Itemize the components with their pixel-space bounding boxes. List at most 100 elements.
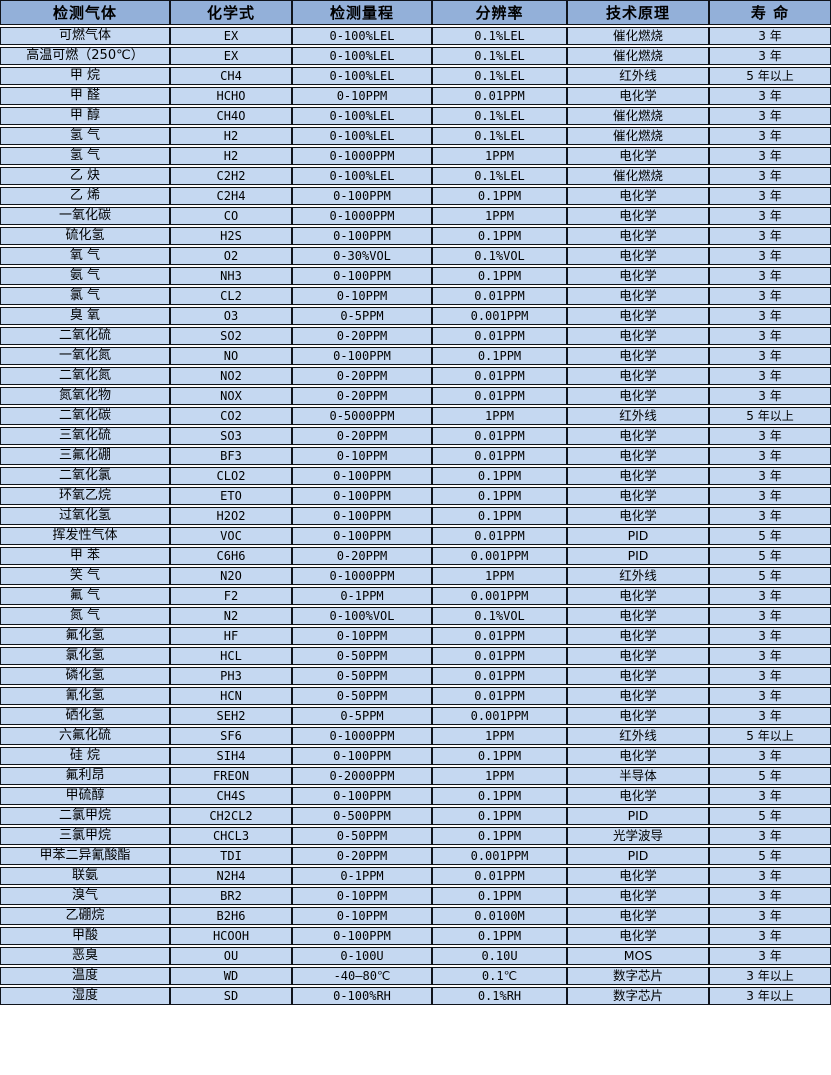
table-cell: CH4O: [170, 107, 292, 125]
table-cell: CHCL3: [170, 827, 292, 845]
table-row: 硅 烷 SIH4 0-100PPM 0.1PPM 电化学 3 年: [0, 747, 831, 765]
table-cell: 0.1PPM: [432, 787, 567, 805]
table-cell: 三氟化硼: [0, 447, 170, 465]
table-cell: 甲苯二异氰酸酯: [0, 847, 170, 865]
table-cell: 0-20PPM: [292, 387, 432, 405]
table-cell: 3 年: [709, 267, 831, 285]
table-cell: 3 年: [709, 207, 831, 225]
table-row: 氯 气 CL2 0-10PPM 0.01PPM 电化学 3 年: [0, 287, 831, 305]
table-cell: 电化学: [567, 367, 709, 385]
table-row: 二氧化硫 SO2 0-20PPM 0.01PPM 电化学 3 年: [0, 327, 831, 345]
table-cell: 5 年: [709, 847, 831, 865]
table-cell: 0-100PPM: [292, 467, 432, 485]
table-row: 甲酸 HCOOH 0-100PPM 0.1PPM 电化学 3 年: [0, 927, 831, 945]
table-cell: PID: [567, 547, 709, 565]
table-cell: 0.01PPM: [432, 387, 567, 405]
table-cell: 3 年: [709, 747, 831, 765]
table-cell: 3 年: [709, 147, 831, 165]
table-row: 二氯甲烷 CH2CL2 0-500PPM 0.1PPM PID 5 年: [0, 807, 831, 825]
table-cell: 氯 气: [0, 287, 170, 305]
table-cell: 甲酸: [0, 927, 170, 945]
table-row: 磷化氢 PH3 0-50PPM 0.01PPM 电化学 3 年: [0, 667, 831, 685]
table-cell: 挥发性气体: [0, 527, 170, 545]
table-cell: OU: [170, 947, 292, 965]
table-cell: 0-50PPM: [292, 647, 432, 665]
table-cell: 电化学: [567, 307, 709, 325]
table-cell: 红外线: [567, 567, 709, 585]
table-cell: 0.01PPM: [432, 367, 567, 385]
table-cell: 三氯甲烷: [0, 827, 170, 845]
table-cell: 0.01PPM: [432, 647, 567, 665]
table-cell: 3 年: [709, 907, 831, 925]
table-cell: 0.1%LEL: [432, 127, 567, 145]
table-cell: 0-100PPM: [292, 187, 432, 205]
table-cell: 0.1%LEL: [432, 27, 567, 45]
table-cell: 过氧化氢: [0, 507, 170, 525]
table-cell: 电化学: [567, 287, 709, 305]
table-cell: 3 年: [709, 307, 831, 325]
table-cell: 0.01PPM: [432, 687, 567, 705]
table-cell: 0-100PPM: [292, 347, 432, 365]
table-cell: 电化学: [567, 707, 709, 725]
table-row: 氮氧化物 NOX 0-20PPM 0.01PPM 电化学 3 年: [0, 387, 831, 405]
table-cell: 0.1PPM: [432, 747, 567, 765]
table-cell: 1PPM: [432, 727, 567, 745]
table-cell: 红外线: [567, 727, 709, 745]
table-cell: 0.01PPM: [432, 327, 567, 345]
table-cell: 5 年: [709, 807, 831, 825]
table-cell: 1PPM: [432, 207, 567, 225]
table-cell: 0-10PPM: [292, 87, 432, 105]
table-row: 一氧化碳 CO 0-1000PPM 1PPM 电化学 3 年: [0, 207, 831, 225]
table-row: 恶臭 OU 0-100U 0.10U MOS 3 年: [0, 947, 831, 965]
table-row: 三氯甲烷 CHCL3 0-50PPM 0.1PPM 光学波导 3 年: [0, 827, 831, 845]
table-cell: 0.01PPM: [432, 287, 567, 305]
table-cell: SF6: [170, 727, 292, 745]
table-cell: 0-10PPM: [292, 627, 432, 645]
table-cell: EX: [170, 47, 292, 65]
table-cell: 3 年: [709, 387, 831, 405]
table-cell: FREON: [170, 767, 292, 785]
table-cell: 0.001PPM: [432, 847, 567, 865]
table-cell: 0.10U: [432, 947, 567, 965]
table-cell: EX: [170, 27, 292, 45]
table-cell: 3 年以上: [709, 987, 831, 1005]
table-cell: ETO: [170, 487, 292, 505]
table-row: 氨 气 NH3 0-100PPM 0.1PPM 电化学 3 年: [0, 267, 831, 285]
table-cell: 3 年: [709, 47, 831, 65]
table-cell: SD: [170, 987, 292, 1005]
table-cell: 甲 醇: [0, 107, 170, 125]
table-cell: 电化学: [567, 867, 709, 885]
table-cell: 0.1%LEL: [432, 47, 567, 65]
table-row: 氧 气 O2 0-30%VOL 0.1%VOL 电化学 3 年: [0, 247, 831, 265]
table-cell: 0-100U: [292, 947, 432, 965]
table-cell: 3 年: [709, 487, 831, 505]
table-cell: CH4S: [170, 787, 292, 805]
table-body: 可燃气体 EX 0-100%LEL 0.1%LEL 催化燃烧 3 年高温可燃（250℃） E…: [0, 27, 831, 1005]
table-cell: 0-20PPM: [292, 547, 432, 565]
table-cell: 3 年: [709, 187, 831, 205]
table-cell: 3 年: [709, 867, 831, 885]
table-cell: 甲硫醇: [0, 787, 170, 805]
table-cell: 甲 醛: [0, 87, 170, 105]
table-cell: WD: [170, 967, 292, 985]
table-cell: 0.1℃: [432, 967, 567, 985]
table-cell: 5 年以上: [709, 407, 831, 425]
table-row: 氢 气 H2 0-1000PPM 1PPM 电化学 3 年: [0, 147, 831, 165]
table-cell: 0-1000PPM: [292, 207, 432, 225]
table-cell: HCHO: [170, 87, 292, 105]
table-row: 可燃气体 EX 0-100%LEL 0.1%LEL 催化燃烧 3 年: [0, 27, 831, 45]
table-row: 一氧化氮 NO 0-100PPM 0.1PPM 电化学 3 年: [0, 347, 831, 365]
table-cell: F2: [170, 587, 292, 605]
table-cell: 0.01PPM: [432, 627, 567, 645]
table-row: 三氟化硼 BF3 0-10PPM 0.01PPM 电化学 3 年: [0, 447, 831, 465]
header-cell-resolution: 分辨率: [432, 0, 567, 25]
table-cell: 电化学: [567, 907, 709, 925]
table-cell: 0.01PPM: [432, 527, 567, 545]
table-cell: 数字芯片: [567, 967, 709, 985]
table-cell: BR2: [170, 887, 292, 905]
table-cell: 电化学: [567, 667, 709, 685]
table-row: 氮 气 N2 0-100%VOL 0.1%VOL 电化学 3 年: [0, 607, 831, 625]
table-cell: 温度: [0, 967, 170, 985]
table-cell: 硒化氢: [0, 707, 170, 725]
table-cell: 二氯甲烷: [0, 807, 170, 825]
